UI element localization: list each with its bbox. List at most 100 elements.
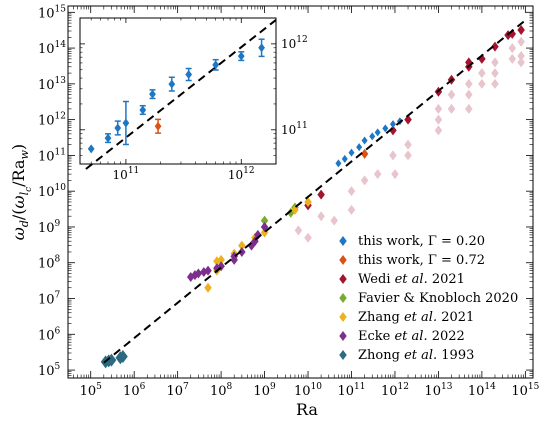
data-point bbox=[118, 349, 128, 363]
legend-marker bbox=[339, 331, 347, 341]
inset-data-point bbox=[168, 79, 176, 89]
y-tick-label: 109 bbox=[38, 219, 61, 236]
legend-marker bbox=[339, 255, 347, 265]
x-tick-label: 1014 bbox=[468, 382, 496, 399]
y-tick-label: 105 bbox=[38, 362, 61, 379]
x-tick-label: 107 bbox=[167, 382, 190, 399]
x-tick-label: 1010 bbox=[294, 382, 322, 399]
legend-label: Wedi et al. 2021 bbox=[358, 272, 465, 287]
main-plot-area: 105 106 107 108 109 1010 1011 1012 1013 1014 1015 1… bbox=[38, 4, 540, 399]
data-point bbox=[434, 125, 443, 136]
x-tick-label: 1012 bbox=[228, 166, 255, 182]
inset-frame bbox=[79, 17, 277, 165]
y-tick-label: 1015 bbox=[38, 4, 66, 21]
data-point bbox=[447, 89, 456, 100]
inset-data-point bbox=[114, 123, 122, 133]
inset-data-point bbox=[122, 118, 130, 128]
data-point bbox=[517, 25, 525, 36]
data-point bbox=[347, 204, 356, 215]
legend-label: Zhang et al. 2021 bbox=[358, 310, 474, 325]
data-point bbox=[491, 68, 499, 79]
inset-plot: 1011 1012 1011 1012 bbox=[79, 17, 308, 182]
data-point bbox=[465, 89, 473, 100]
data-point bbox=[194, 268, 203, 279]
inset-data-point bbox=[149, 89, 156, 99]
data-point bbox=[291, 204, 299, 215]
data-point bbox=[491, 78, 499, 89]
data-point bbox=[382, 124, 389, 133]
legend-label: Ecke et al. 2022 bbox=[358, 329, 465, 344]
x-tick-label: 109 bbox=[253, 382, 276, 399]
data-point bbox=[260, 215, 269, 226]
data-point bbox=[361, 136, 368, 145]
data-point bbox=[391, 169, 399, 180]
data-point bbox=[491, 41, 499, 52]
legend-label: this work, Γ = 0.20 bbox=[358, 234, 485, 249]
data-point bbox=[517, 57, 525, 68]
inset-data-point bbox=[154, 121, 162, 131]
data-point bbox=[238, 240, 246, 251]
legend: this work, Γ = 0.20 this work, Γ = 0.72 We… bbox=[339, 234, 518, 363]
inset-y-tick-label: 1011 bbox=[281, 121, 308, 137]
data-point bbox=[341, 154, 348, 163]
data-point bbox=[335, 159, 342, 168]
x-tick-label: 108 bbox=[210, 382, 233, 399]
data-point bbox=[204, 282, 212, 293]
inset-data-point bbox=[185, 70, 193, 80]
series-0 bbox=[335, 117, 403, 168]
inset-data-point bbox=[212, 60, 220, 70]
legend-label: Favier & Knobloch 2020 bbox=[358, 291, 518, 306]
data-point bbox=[478, 78, 486, 89]
y-tick-label: 106 bbox=[38, 326, 61, 343]
inset-series-1 bbox=[154, 118, 162, 134]
x-tick-label: 1011 bbox=[337, 382, 365, 399]
data-point bbox=[304, 232, 312, 243]
data-point bbox=[317, 211, 325, 222]
inset-data-point bbox=[139, 105, 147, 115]
x-tick-label: 1013 bbox=[424, 382, 452, 399]
data-point bbox=[360, 175, 369, 186]
data-point bbox=[389, 120, 396, 129]
data-point bbox=[317, 189, 325, 200]
data-point bbox=[478, 68, 486, 79]
legend-label: this work, Γ = 0.72 bbox=[358, 253, 485, 268]
inset-data-point bbox=[237, 51, 245, 61]
data-point bbox=[434, 114, 443, 125]
legend-marker bbox=[339, 293, 347, 303]
data-point bbox=[508, 53, 517, 64]
data-point bbox=[389, 125, 397, 136]
series-7 bbox=[294, 36, 525, 243]
legend-marker bbox=[339, 350, 347, 360]
y-tick-label: 1014 bbox=[38, 40, 66, 57]
data-point bbox=[238, 246, 246, 257]
inset-data-point bbox=[87, 144, 95, 154]
data-point bbox=[230, 251, 238, 262]
series-1 bbox=[360, 148, 369, 159]
series-6 bbox=[100, 349, 128, 369]
data-point bbox=[465, 103, 473, 114]
inset-y-tick-label: 1012 bbox=[281, 35, 308, 51]
y-axis-label: ωd/(ωlc/Raw) bbox=[9, 144, 34, 240]
data-point bbox=[517, 36, 525, 47]
x-tick-label: 105 bbox=[80, 382, 103, 399]
data-point bbox=[491, 57, 499, 68]
x-tick-label: 1011 bbox=[113, 166, 140, 182]
data-point bbox=[348, 148, 355, 157]
data-point bbox=[404, 150, 412, 161]
y-tick-label: 1010 bbox=[38, 183, 66, 200]
data-point bbox=[404, 114, 412, 125]
x-tick-label: 1015 bbox=[511, 382, 539, 399]
legend-marker bbox=[339, 312, 347, 322]
data-point bbox=[447, 103, 456, 114]
data-point bbox=[434, 103, 443, 114]
y-tick-label: 1013 bbox=[38, 76, 66, 93]
data-point bbox=[294, 225, 303, 236]
inset-data-point bbox=[104, 133, 112, 143]
data-point bbox=[347, 186, 356, 197]
data-point bbox=[465, 78, 473, 89]
inset-fit-line bbox=[85, 19, 277, 170]
data-point bbox=[373, 169, 382, 180]
x-tick-label: 106 bbox=[123, 382, 146, 399]
data-point bbox=[204, 265, 212, 276]
